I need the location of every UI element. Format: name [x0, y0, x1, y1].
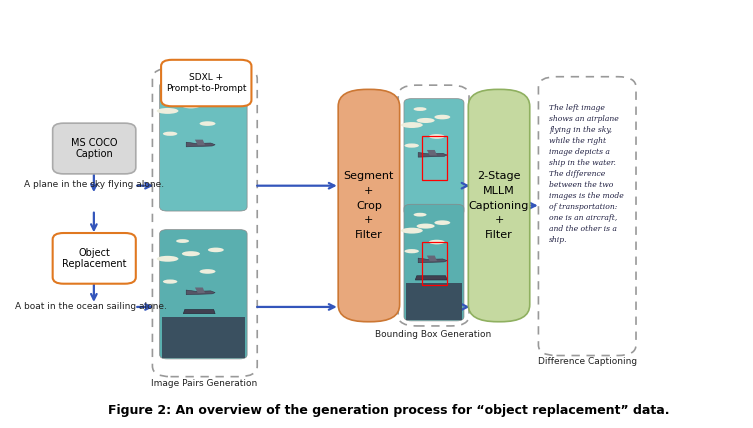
Text: Image Pairs Generation: Image Pairs Generation	[151, 379, 258, 388]
Ellipse shape	[176, 91, 189, 95]
Text: Object
Replacement: Object Replacement	[62, 247, 127, 269]
Ellipse shape	[157, 256, 178, 262]
Ellipse shape	[413, 107, 426, 111]
Polygon shape	[427, 256, 437, 261]
Ellipse shape	[404, 249, 419, 253]
Polygon shape	[427, 150, 437, 155]
Ellipse shape	[200, 269, 215, 274]
Text: The left image
shows an airplane
flying in the sky,
while the right
image depict: The left image shows an airplane flying …	[549, 104, 624, 244]
Text: A boat in the ocean sailing alone.: A boat in the ocean sailing alone.	[15, 303, 167, 312]
FancyBboxPatch shape	[406, 283, 462, 320]
FancyBboxPatch shape	[468, 89, 530, 322]
Ellipse shape	[401, 122, 422, 128]
Ellipse shape	[176, 239, 189, 243]
Ellipse shape	[157, 108, 178, 114]
FancyBboxPatch shape	[338, 89, 400, 322]
Text: Figure 2: An overview of the generation process for “object replacement” data.: Figure 2: An overview of the generation …	[108, 404, 669, 417]
Ellipse shape	[182, 251, 200, 256]
FancyBboxPatch shape	[160, 82, 247, 211]
Polygon shape	[418, 152, 447, 157]
Text: MS COCO
Caption: MS COCO Caption	[71, 138, 117, 159]
Ellipse shape	[163, 279, 178, 284]
Ellipse shape	[413, 213, 426, 217]
Polygon shape	[186, 290, 215, 295]
Ellipse shape	[163, 132, 178, 136]
FancyBboxPatch shape	[53, 233, 136, 284]
FancyBboxPatch shape	[161, 60, 252, 106]
Ellipse shape	[182, 103, 200, 108]
FancyBboxPatch shape	[160, 230, 247, 359]
Ellipse shape	[401, 228, 422, 234]
Polygon shape	[418, 258, 447, 263]
Ellipse shape	[200, 121, 215, 126]
Text: 2-Stage
MLLM
Captioning
+
Filter: 2-Stage MLLM Captioning + Filter	[469, 171, 529, 240]
Ellipse shape	[416, 223, 434, 229]
Polygon shape	[416, 276, 447, 280]
Polygon shape	[183, 309, 215, 314]
Ellipse shape	[208, 247, 224, 252]
Polygon shape	[195, 288, 205, 293]
Polygon shape	[186, 142, 215, 147]
FancyBboxPatch shape	[53, 123, 136, 174]
Ellipse shape	[208, 100, 224, 104]
FancyBboxPatch shape	[162, 317, 245, 358]
Text: SDXL +
Prompt-to-Prompt: SDXL + Prompt-to-Prompt	[166, 73, 246, 93]
Text: A plane in the sky flying alone.: A plane in the sky flying alone.	[24, 180, 164, 189]
FancyBboxPatch shape	[404, 99, 464, 215]
Ellipse shape	[428, 240, 445, 244]
Polygon shape	[195, 140, 205, 145]
Ellipse shape	[434, 115, 450, 119]
Text: Segment
+
Crop
+
Filter: Segment + Crop + Filter	[343, 171, 394, 240]
Text: Bounding Box Generation: Bounding Box Generation	[376, 330, 492, 339]
Ellipse shape	[404, 143, 419, 148]
FancyBboxPatch shape	[404, 204, 464, 321]
Text: Difference Captioning: Difference Captioning	[538, 357, 637, 366]
Ellipse shape	[416, 118, 434, 123]
Ellipse shape	[428, 134, 445, 139]
Ellipse shape	[434, 220, 450, 225]
